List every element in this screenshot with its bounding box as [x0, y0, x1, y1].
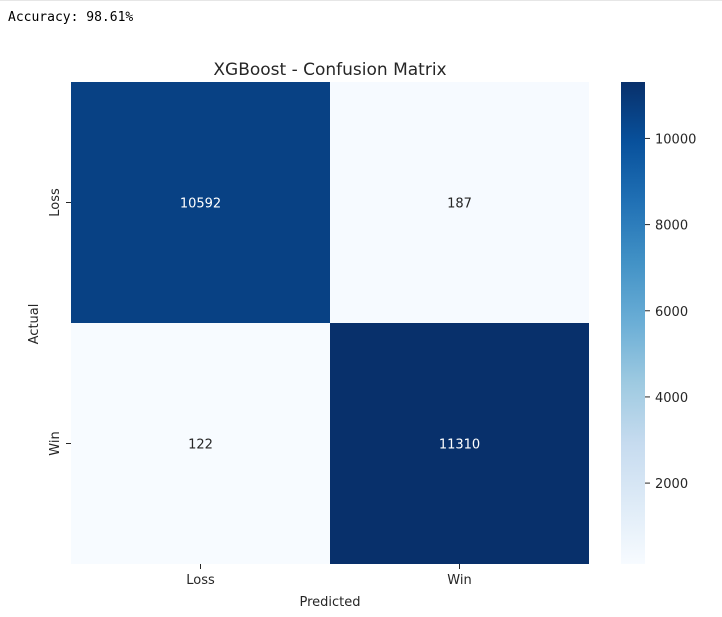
accuracy-output-text: Accuracy: 98.61% [8, 10, 134, 25]
colorbar-tick-label: 6000 [655, 305, 688, 320]
y-tick-label: Win [48, 431, 63, 455]
cell-value-label: 10592 [180, 197, 221, 212]
colorbar-tick-label: 2000 [655, 477, 688, 492]
colorbar-tick-label: 4000 [655, 391, 688, 406]
x-tick-label: Loss [186, 573, 215, 588]
chart-title: XGBoost - Confusion Matrix [213, 60, 446, 80]
y-tick-label: Loss [48, 188, 63, 217]
cell-value-label: 187 [447, 197, 472, 212]
colorbar [621, 82, 645, 564]
colorbar-tick-label: 10000 [655, 132, 696, 147]
cell-value-label: 122 [188, 438, 213, 453]
heatmap-cell-win-win [330, 323, 589, 564]
cell-value-label: 11310 [439, 438, 480, 453]
heatmap-cell-win-loss [71, 323, 330, 564]
x-axis-label: Predicted [299, 595, 360, 610]
colorbar-tick-label: 8000 [655, 219, 688, 234]
heatmap-cell-loss-loss [71, 82, 330, 323]
output-top-border [0, 0, 722, 1]
y-axis-label: Actual [27, 304, 42, 345]
x-tick-label: Win [447, 573, 471, 588]
heatmap-cell-loss-win [330, 82, 589, 323]
